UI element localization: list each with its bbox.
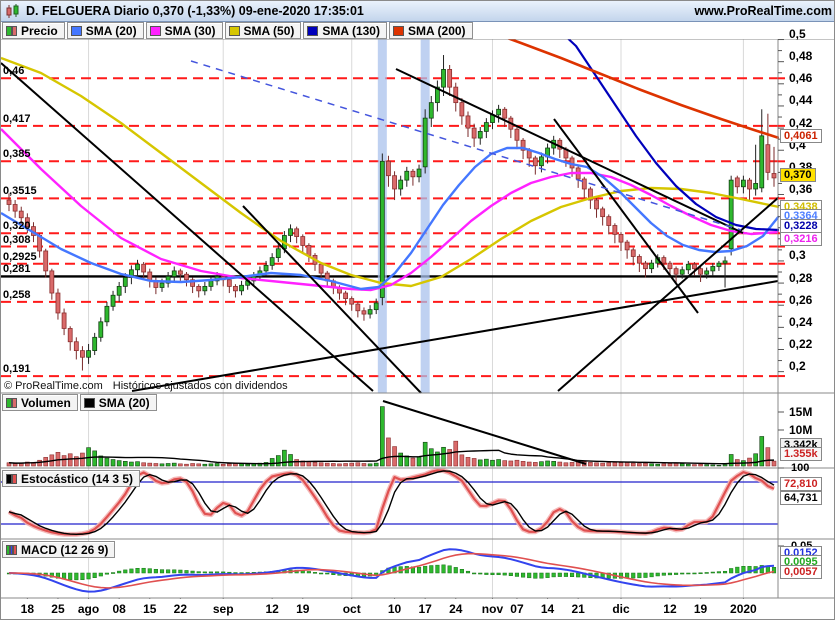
price-level-label: 0,191 [3,363,31,376]
title-bar[interactable]: D. FELGUERA Diario 0,370 (-1,33%) 09-ene… [1,1,834,22]
price-legend-row: Precio SMA (20) SMA (30) SMA (50) SMA (1… [1,22,834,39]
price-level-label: 0,281 [3,263,31,276]
x-axis-label: nov [481,602,504,616]
price-axis-tick-label: 0,36 [789,181,813,196]
price-axis-tick-label: 0,5 [789,27,806,41]
legend-sma20[interactable]: SMA (20) [66,22,144,39]
macd-legend-row: MACD (12 26 9) [2,541,116,560]
price-value-badge: 0,370 [780,168,816,182]
x-axis-label: 22 [173,602,188,616]
price-level-label: 0,385 [3,148,31,161]
legend-stochastic[interactable]: Estocástico (14 3 5) [2,470,141,487]
stochastic-value-badge: 72,810 [780,477,822,491]
price-axis-tick-label: 0,24 [789,314,813,329]
legend-sma200-label: SMA (200) [407,23,466,38]
legend-sma30-label: SMA (30) [164,23,216,38]
x-axis-label: 25 [51,602,65,616]
stochastic-color-icon [6,473,17,484]
price-axis-tick-label: 0,3 [789,248,806,263]
x-axis-label: dic [612,602,630,616]
x-axis-label: 10 [387,602,402,616]
price-axis-tick-label: 0,2 [789,359,806,374]
price-axis-tick-label: 0,42 [789,115,813,130]
copyright-note: © ProRealTime.com Históricos ajustados co… [4,380,298,392]
dividend-adjust-note: Históricos ajustados con dividendos [112,380,288,392]
legend-volume-sma[interactable]: SMA (20) [79,394,157,411]
sma20-color-icon [70,25,82,36]
price-level-label: 0,258 [3,288,31,301]
price-axis-tick-label: 0,26 [789,292,813,307]
candlestick-icon [6,3,19,18]
copyright-brand: © ProRealTime.com [4,380,103,392]
legend-sma130-label: SMA (130) [322,23,380,38]
legend-sma30[interactable]: SMA (30) [145,22,223,39]
price-axis-tick-label: 0,46 [789,71,813,86]
price-value-badge: 0,3228 [780,219,822,233]
legend-sma50[interactable]: SMA (50) [224,22,302,39]
volume-legend-row: Volumen SMA (20) [2,394,157,411]
price-level-label: 0,3515 [3,185,37,198]
price-candle-icon [6,25,17,36]
price-level-label: 0,417 [3,112,31,125]
volume-sma-color-icon [83,397,95,408]
legend-volume-label: Volumen [21,395,71,410]
x-axis-label: 14 [540,602,555,616]
price-axis-tick-label: 0,28 [789,270,813,285]
legend-stochastic-label: Estocástico (14 3 5) [21,471,134,486]
x-axis-label: 12 [663,602,677,616]
x-axis-label: 2020 [730,602,757,616]
x-axis-label: 19 [693,602,708,616]
price-level-label: 0,2925 [3,250,37,263]
x-axis-label: 24 [449,602,463,616]
stochastic-axis-top-label: 100 [791,462,810,474]
volume-axis-tick-label: 10M [789,423,813,437]
website-link[interactable]: www.ProRealTime.com [694,4,832,18]
price-axis-tick-label: 0,48 [789,49,813,64]
legend-sma130[interactable]: SMA (130) [303,22,387,39]
price-value-badge: 0,4061 [780,129,822,143]
legend-macd[interactable]: MACD (12 26 9) [2,541,116,558]
legend-volume-sma-label: SMA (20) [98,395,150,410]
price-axis-tick-label: 0,44 [789,93,813,108]
price-level-label: 0,320 [3,220,31,233]
legend-volume[interactable]: Volumen [2,394,78,411]
x-axis-label: 12 [265,602,279,616]
time-axis[interactable]: 18 25 ago 08 15 22 sep 12 19 oct 10 17 24 nov 07 14 21 di… [1,599,834,619]
stochastic-legend-row: Estocástico (14 3 5) [2,470,141,489]
legend-price[interactable]: Precio [2,22,65,39]
x-axis-label: sep [212,602,234,616]
volume-color-icon [6,397,17,408]
x-axis-label: 17 [418,602,432,616]
price-value-badge: 0,3216 [780,232,822,246]
legend-sma20-label: SMA (20) [85,23,137,38]
sma30-color-icon [149,25,161,36]
x-axis-label: 15 [143,602,157,616]
x-axis-label: 08 [112,602,126,616]
price-level-label: 0,308 [3,233,31,246]
macd-color-icon [6,544,18,555]
x-axis-label: 21 [571,602,585,616]
sma50-color-icon [228,25,240,36]
x-axis-label: 18 [20,602,35,616]
sma200-color-icon [392,25,404,36]
legend-sma50-label: SMA (50) [243,23,295,38]
legend-macd-label: MACD (12 26 9) [21,542,109,557]
x-axis-label: oct [342,602,361,616]
price-level-label: 0,46 [3,65,25,78]
legend-sma200[interactable]: SMA (200) [388,22,473,39]
instrument-title: D. FELGUERA Diario 0,370 (-1,33%) 09-ene… [26,4,364,18]
legend-price-label: Precio [21,23,58,38]
x-axis-label: ago [77,602,100,616]
sma130-color-icon [307,25,319,36]
volume-axis-tick-label: 15M [789,405,813,419]
x-axis-label: 19 [296,602,310,616]
volume-value-badge: 1.355k [780,447,822,461]
price-axis-tick-label: 0,22 [789,336,813,351]
macd-value-badge: 0,0057 [780,565,822,579]
x-axis-label: 07 [510,602,524,616]
stochastic-value-badge: 64,731 [780,491,822,505]
